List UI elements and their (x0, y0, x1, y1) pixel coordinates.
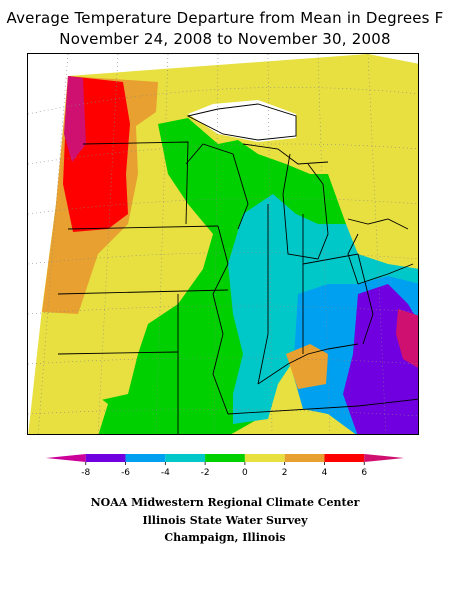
credit-location: Champaign, Illinois (164, 531, 286, 544)
legend-tick-label: -4 (161, 468, 170, 478)
legend-swatch (205, 454, 245, 462)
legend-tick-label: -8 (81, 468, 90, 478)
zone-cyan-east (228, 194, 418, 424)
legend-swatch (324, 454, 365, 462)
temperature-departure-map (28, 54, 418, 434)
legend-swatch (85, 454, 126, 462)
zone-magenta-northwest (64, 76, 86, 162)
map-date-range: November 24, 2008 to November 30, 2008 (59, 30, 391, 48)
map-frame (27, 53, 419, 435)
legend-swatch (165, 454, 206, 462)
credit-organization: NOAA Midwestern Regional Climate Center (90, 496, 360, 509)
legend-tick-label: -6 (121, 468, 130, 478)
zone-orange-south (286, 344, 328, 389)
legend-tick-label: 2 (282, 468, 288, 478)
credit-survey: Illinois State Water Survey (142, 514, 308, 527)
legend-tick-label: 0 (242, 468, 248, 478)
legend-tick-label: -2 (201, 468, 210, 478)
state-boundaries (57, 103, 418, 434)
legend-swatch (284, 454, 325, 462)
legend-swatch (364, 454, 404, 462)
zone-magenta-east (396, 309, 418, 368)
map-title: Average Temperature Departure from Mean … (6, 9, 444, 27)
legend-tick-label: 6 (361, 468, 367, 478)
legend-tick-label: 4 (322, 468, 328, 478)
color-legend: -8 -6 -4 -2 0 2 4 6 (46, 454, 404, 478)
graticule (28, 54, 418, 434)
legend-swatch (125, 454, 166, 462)
legend-swatch (46, 454, 86, 462)
zone-yellow-southwest (28, 389, 108, 434)
zone-nodata-north (188, 100, 296, 142)
legend-swatch (244, 454, 285, 462)
